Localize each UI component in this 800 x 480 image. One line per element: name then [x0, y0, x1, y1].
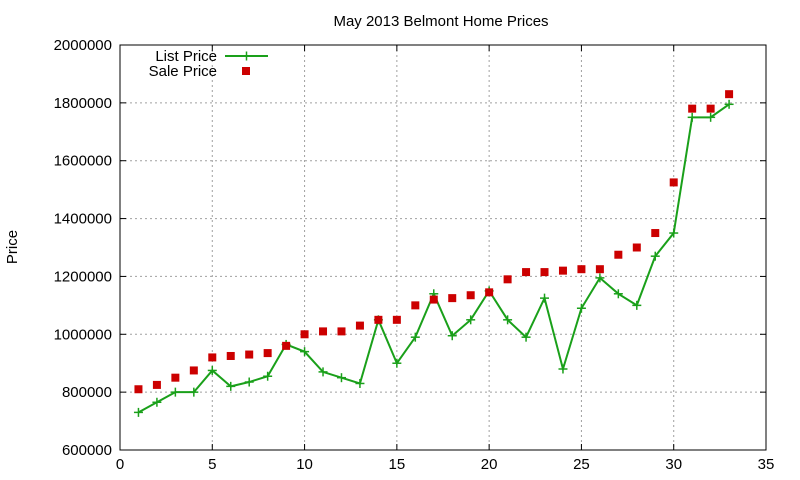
- list-price-point: [706, 112, 716, 122]
- axes: [119, 44, 767, 451]
- sale-price-point: [558, 266, 567, 275]
- ticks: 0 5 10 15 20 25 30 35 600000 800000 1000000 1200000…: [54, 37, 775, 473]
- sale-price-point: [651, 229, 660, 238]
- list-price-point: [170, 387, 180, 397]
- y-tick-label: 1600000: [54, 153, 112, 170]
- list-price-point: [355, 378, 365, 388]
- grid: [120, 45, 766, 450]
- sale-price-point: [448, 294, 457, 303]
- list-price-point: [540, 293, 550, 303]
- sale-price-point: [411, 301, 420, 310]
- x-tick-label: 5: [208, 456, 216, 473]
- sale-price-point: [171, 373, 180, 382]
- list-price-point: [300, 347, 310, 357]
- sale-price-point: [134, 385, 143, 394]
- legend-label-sale-price: Sale Price: [149, 63, 217, 80]
- y-tick-label: 1200000: [54, 268, 112, 285]
- sale-price-point: [485, 288, 494, 297]
- list-price-point: [263, 371, 273, 381]
- y-tick-label: 600000: [62, 442, 112, 459]
- y-tick-label: 1000000: [54, 326, 112, 343]
- list-price-point: [447, 331, 457, 341]
- sale-price-point: [355, 321, 364, 330]
- sale-price-point: [429, 295, 438, 304]
- plot-frame: [119, 44, 767, 451]
- list-price-point: [687, 112, 697, 122]
- sale-price-point: [282, 341, 291, 350]
- list-price-line: [137, 103, 730, 414]
- sale-price-point: [208, 353, 217, 362]
- sale-price-point: [669, 178, 678, 187]
- sale-price-point: [152, 380, 161, 389]
- list-price-point: [244, 377, 254, 387]
- chart-title: May 2013 Belmont Home Prices: [333, 13, 548, 30]
- sale-price-point: [503, 275, 512, 284]
- x-tick-label: 10: [296, 456, 313, 473]
- sale-price-point: [688, 104, 697, 113]
- sale-price-point: [374, 315, 383, 324]
- sale-price-point: [263, 349, 272, 358]
- sale-price-point: [226, 351, 235, 360]
- sale-price-point: [522, 268, 531, 277]
- list-price-point: [724, 99, 734, 109]
- x-tick-label: 35: [758, 456, 775, 473]
- legend-label-list-price: List Price: [155, 48, 217, 65]
- sale-price-point: [466, 291, 475, 300]
- list-price-point: [152, 397, 162, 407]
- list-price-point: [226, 381, 236, 391]
- sale-price-point: [540, 268, 549, 277]
- sale-price-point: [319, 327, 328, 336]
- sale-price-point: [245, 350, 254, 359]
- sale-price-point: [392, 315, 401, 324]
- series-layer: [133, 90, 734, 417]
- sale-price-point: [300, 330, 309, 339]
- list-price-point: [133, 407, 143, 417]
- sale-price-point: [595, 265, 604, 274]
- legend: List Price Sale Price: [149, 48, 268, 80]
- list-price-point: [632, 300, 642, 310]
- sale-price-point: [725, 90, 734, 99]
- list-price-point: [410, 332, 420, 342]
- x-tick-label: 0: [116, 456, 124, 473]
- list-price-point: [558, 364, 568, 374]
- y-axis-label: Price: [4, 230, 21, 264]
- sale-price-point: [337, 327, 346, 336]
- list-price-point: [669, 228, 679, 238]
- list-price-point: [650, 251, 660, 261]
- x-tick-label: 20: [481, 456, 498, 473]
- list-price-point: [595, 273, 605, 283]
- list-price-point: [466, 315, 476, 325]
- x-tick-label: 15: [389, 456, 406, 473]
- y-tick-label: 2000000: [54, 37, 112, 54]
- x-tick-label: 30: [665, 456, 682, 473]
- legend-marker-sale-price: [242, 67, 250, 75]
- x-tick-label: 25: [573, 456, 590, 473]
- list-price-point: [207, 365, 217, 375]
- list-price-point: [392, 358, 402, 368]
- y-tick-label: 1400000: [54, 211, 112, 228]
- sale-price-point: [614, 250, 623, 259]
- list-price-point: [521, 332, 531, 342]
- list-price-point: [613, 289, 623, 299]
- list-price-point: [576, 303, 586, 313]
- sale-price-point: [577, 265, 586, 274]
- list-price-point: [503, 315, 513, 325]
- y-tick-label: 1800000: [54, 95, 112, 112]
- list-price-point: [336, 373, 346, 383]
- list-price-point: [189, 387, 199, 397]
- y-tick-label: 800000: [62, 384, 112, 401]
- legend-marker-list-price: [242, 51, 251, 61]
- sale-price-point: [706, 104, 715, 113]
- sale-price-point: [189, 366, 198, 375]
- sale-price-point: [632, 243, 641, 252]
- list-price-point: [318, 367, 328, 377]
